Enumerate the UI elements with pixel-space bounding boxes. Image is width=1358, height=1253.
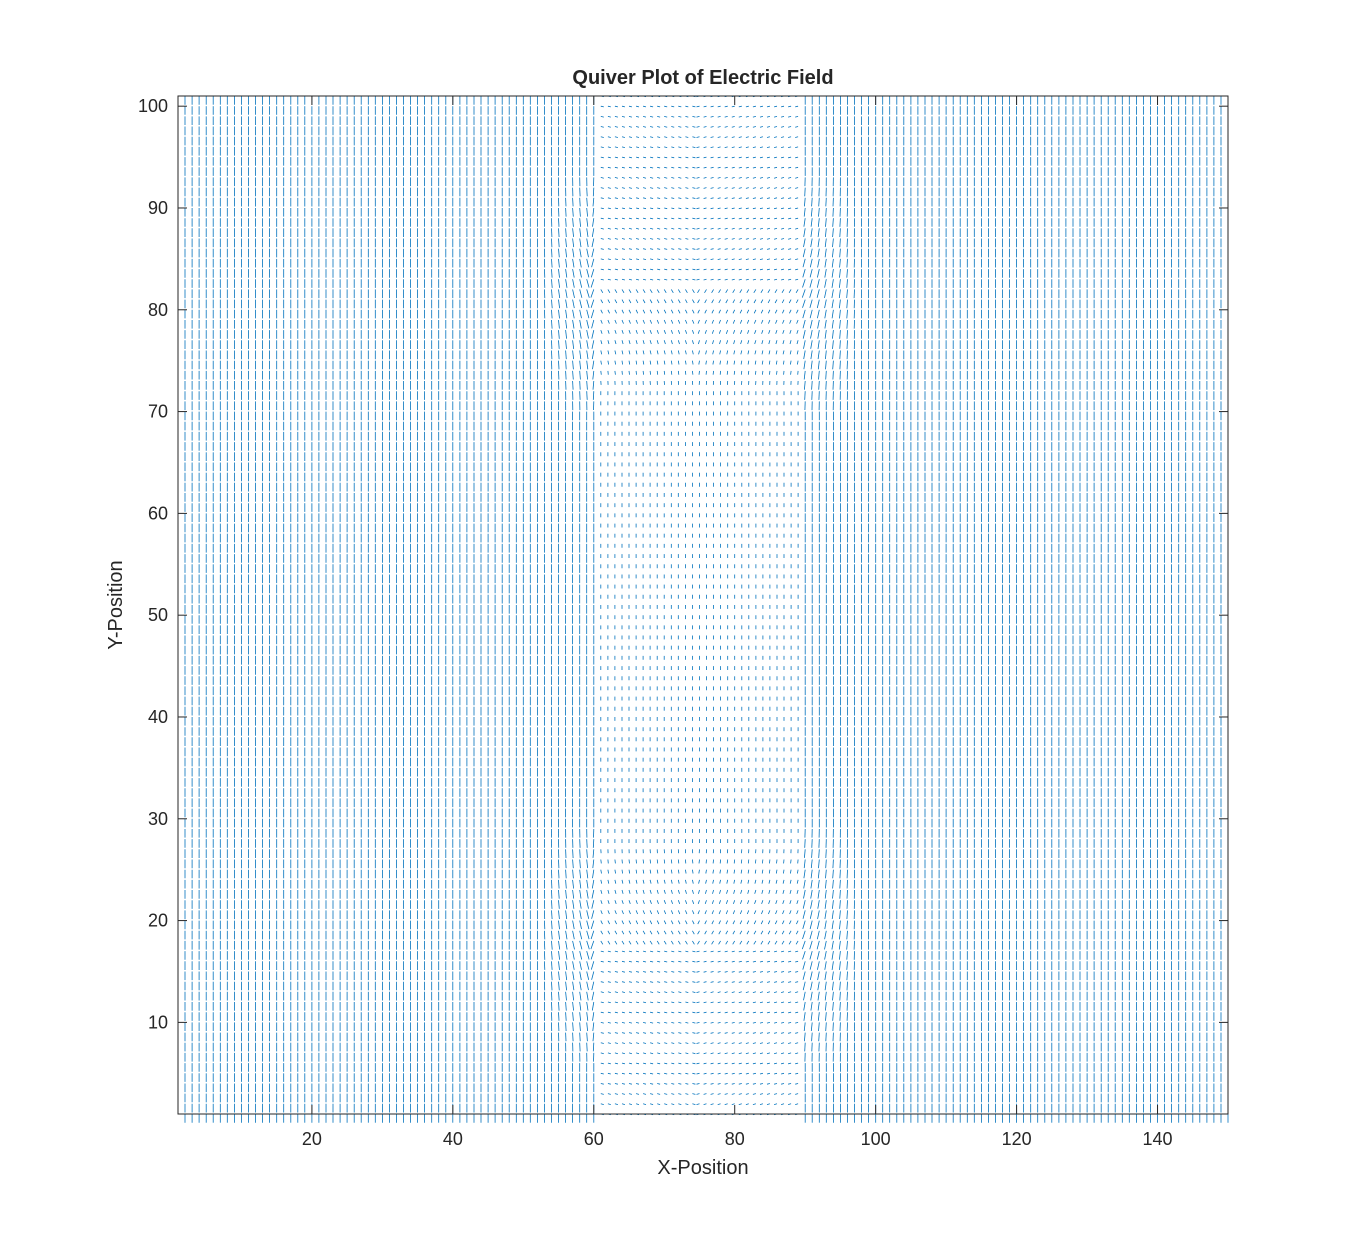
axes-background bbox=[178, 96, 1228, 1114]
chart-title: Quiver Plot of Electric Field bbox=[572, 67, 833, 89]
quiver-arrows bbox=[184, 95, 1229, 1123]
